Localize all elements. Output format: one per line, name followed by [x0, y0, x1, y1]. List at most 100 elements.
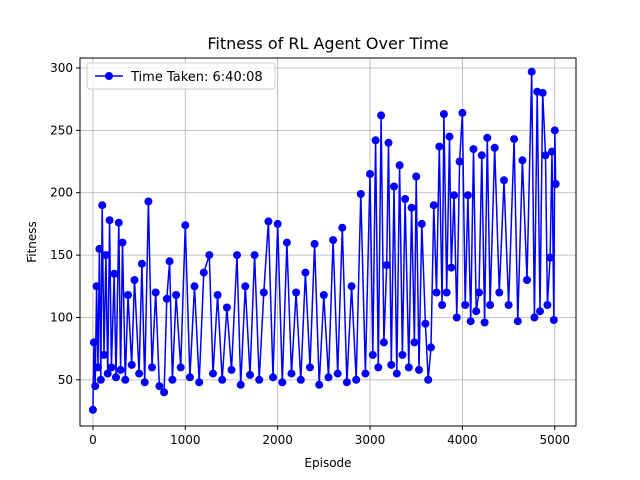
data-point — [366, 170, 374, 178]
data-point — [199, 268, 208, 277]
data-point — [421, 319, 430, 328]
data-point — [94, 363, 102, 372]
data-point — [368, 350, 377, 359]
data-point — [392, 369, 401, 378]
data-point — [195, 378, 204, 387]
data-point — [490, 143, 499, 152]
data-point — [445, 132, 454, 141]
y-axis-label: Fitness — [25, 221, 39, 263]
data-point — [398, 350, 407, 359]
data-point — [172, 291, 181, 299]
data-point — [92, 282, 101, 291]
data-point — [435, 142, 444, 151]
data-point — [352, 375, 361, 384]
data-point — [379, 338, 388, 347]
data-point — [404, 363, 413, 372]
data-point — [500, 176, 508, 185]
data-point — [190, 282, 199, 291]
data-point — [550, 126, 559, 135]
data-point — [538, 88, 547, 97]
data-point — [432, 288, 441, 297]
data-point — [89, 338, 98, 347]
data-point — [536, 307, 544, 316]
data-point — [140, 378, 149, 387]
data-point — [543, 301, 552, 309]
data-point — [101, 251, 110, 260]
legend: Time Taken: 6:40:08 — [86, 62, 276, 90]
y-tick-label: 300 — [50, 61, 73, 75]
data-point — [442, 288, 451, 297]
data-point — [121, 375, 130, 384]
data-point — [461, 301, 470, 309]
data-point — [185, 373, 194, 382]
data-point — [130, 276, 139, 284]
data-point — [310, 239, 319, 248]
data-point — [168, 375, 177, 384]
data-point — [483, 133, 492, 142]
data-point — [412, 172, 421, 181]
data-point — [273, 219, 282, 228]
data-point — [112, 373, 120, 382]
data-point — [114, 218, 123, 227]
x-axis: 0 1000 2000 3000 4000 5000 — [89, 426, 570, 447]
data-point — [410, 338, 419, 347]
data-point — [319, 291, 328, 299]
legend-frame — [86, 62, 276, 90]
y-tick-label: 100 — [50, 310, 73, 324]
data-point — [264, 217, 273, 226]
data-point — [127, 360, 136, 369]
data-point — [548, 147, 556, 156]
data-point — [477, 151, 486, 160]
data-point — [427, 343, 435, 352]
data-point — [100, 350, 108, 359]
data-point — [88, 405, 97, 414]
data-point — [205, 251, 214, 260]
data-point — [480, 318, 489, 327]
data-point — [105, 216, 114, 225]
data-point — [95, 244, 104, 253]
data-point — [424, 375, 433, 384]
data-point — [107, 363, 116, 372]
data-point — [510, 135, 519, 144]
data-point — [151, 288, 160, 297]
data-point — [450, 191, 459, 200]
data-point — [469, 145, 478, 154]
data-point — [429, 201, 438, 210]
x-tick-label: 4000 — [447, 433, 478, 447]
data-point — [162, 294, 171, 303]
data-point — [455, 157, 464, 166]
data-point — [541, 151, 550, 160]
plot-frame — [79, 57, 577, 427]
data-point — [546, 253, 555, 262]
data-point — [144, 197, 153, 206]
data-point — [301, 268, 310, 277]
data-point — [148, 363, 156, 372]
data-point — [96, 375, 105, 384]
data-point — [315, 380, 324, 389]
data-point — [287, 369, 296, 378]
data-point — [377, 111, 386, 120]
data-point — [466, 317, 475, 326]
data-point — [518, 156, 527, 165]
data-point — [218, 375, 227, 384]
series-line — [92, 71, 557, 410]
data-point — [407, 203, 416, 212]
x-axis-label: Episode — [304, 456, 351, 470]
data-point — [103, 369, 112, 378]
x-tick-label: 5000 — [539, 433, 570, 447]
data-point — [246, 370, 254, 379]
data-point — [209, 369, 217, 378]
data-point — [176, 363, 185, 372]
data-point — [338, 223, 347, 232]
data-point — [306, 363, 314, 372]
data-point — [401, 195, 410, 203]
data-point — [296, 375, 305, 384]
data-point — [384, 138, 393, 147]
y-axis: 50 100 150 200 250 300 — [50, 61, 80, 387]
data-point — [458, 108, 467, 117]
data-point — [278, 378, 287, 387]
data-point — [472, 307, 481, 316]
data-point — [486, 301, 495, 309]
data-point — [137, 259, 146, 268]
